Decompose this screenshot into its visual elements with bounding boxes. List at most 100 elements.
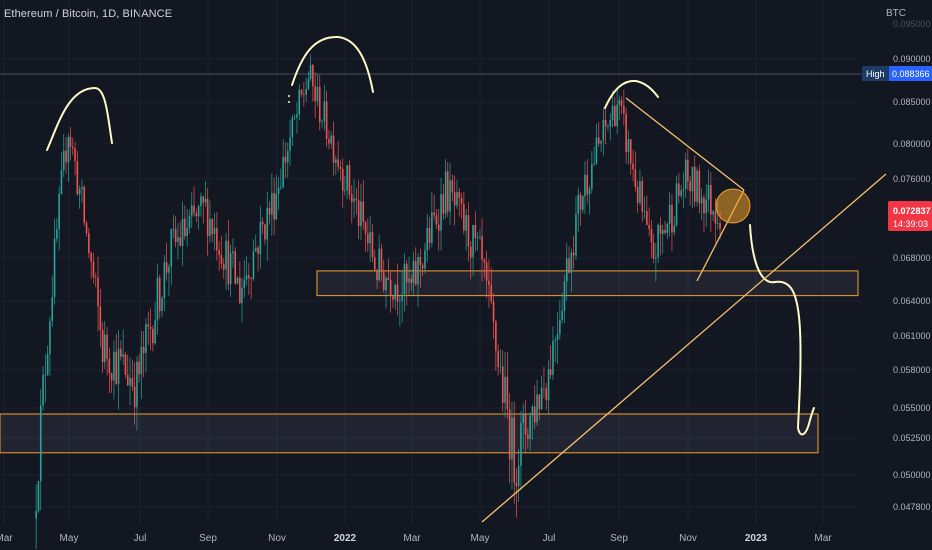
candle-body (126, 374, 129, 386)
candle-body (195, 213, 198, 217)
candle-body (684, 159, 687, 189)
candle-body (543, 388, 545, 389)
candle-body (44, 374, 47, 376)
candle-body (668, 204, 671, 224)
candle-body (142, 346, 145, 354)
candle-body (444, 171, 447, 214)
candle-body (42, 374, 44, 406)
drawings (46, 35, 887, 523)
candle-body (129, 377, 131, 386)
ascending-support-trendline (481, 173, 887, 523)
candle-body (691, 166, 694, 192)
candle-body (495, 321, 497, 351)
candle-body (318, 86, 321, 123)
candle-body (344, 190, 346, 192)
candle-body (122, 354, 124, 357)
candle-body (147, 324, 150, 327)
candle-body (181, 218, 184, 246)
price-axis: 0.095000 0.090000 0.085000 0.080000 0.076000… (893, 19, 931, 512)
candle-body (62, 150, 65, 171)
candle-body (389, 279, 392, 297)
candle-body (433, 212, 435, 216)
candle-body (529, 415, 531, 439)
candle-body (257, 247, 259, 254)
candle-body (293, 117, 296, 119)
candle-body (106, 334, 108, 359)
candle-body (426, 227, 429, 251)
candle-body (280, 187, 282, 188)
candle-body (268, 207, 271, 215)
price-tick-label: 0.055000 (893, 403, 931, 413)
high-tag-value: 0.088366 (892, 69, 930, 79)
candle-body (609, 120, 612, 127)
candle-body (655, 257, 657, 259)
candle-body (108, 358, 111, 373)
candle-body (286, 150, 289, 163)
candle-body (639, 181, 641, 203)
candle-body (458, 191, 461, 198)
candle-body (641, 181, 644, 212)
candle-body (664, 229, 666, 234)
time-tick-label: Nov (268, 533, 286, 544)
price-tick-faded: 0.095000 (893, 19, 931, 29)
candle-body (206, 198, 209, 236)
candle-body (172, 228, 175, 230)
candle-body (451, 180, 454, 193)
candle-body (307, 78, 310, 90)
candle-body (140, 346, 143, 375)
candle-body (449, 180, 451, 212)
candle-body (136, 361, 138, 408)
candle-body (394, 284, 397, 300)
candle-body (316, 86, 319, 102)
candle-body (591, 164, 593, 189)
candle-body (291, 117, 294, 138)
candle-body (78, 189, 81, 195)
candle-body (51, 297, 54, 322)
candle-body (693, 166, 696, 202)
candle-body (58, 193, 60, 230)
candle-body (110, 372, 113, 381)
candle-body (101, 329, 104, 363)
candle-body (275, 193, 278, 220)
candle-body (392, 296, 394, 300)
candle-body (682, 188, 685, 191)
candle-body (56, 229, 58, 239)
candle-body (332, 135, 335, 163)
high-tag: High 0.088366 (862, 66, 932, 81)
candle-body (582, 196, 584, 210)
last-price-tag: 0.072837 14:39:03 (888, 201, 932, 231)
candle-body (325, 101, 328, 139)
candle-body (163, 262, 166, 299)
candle-body (385, 278, 387, 291)
highlight-circle (715, 188, 751, 224)
price-tick-label: 0.047800 (893, 502, 931, 512)
candle-body (602, 119, 605, 141)
candle-body (241, 288, 243, 304)
candle-body (634, 169, 637, 188)
top-arc-1 (46, 86, 113, 151)
candle-body (156, 277, 159, 321)
candle-body (115, 351, 118, 384)
candle-body (533, 406, 536, 423)
candle-body (712, 211, 714, 215)
candle-body (264, 224, 266, 240)
candle-body (424, 250, 426, 269)
candle-body (536, 394, 538, 423)
time-tick-label: Jul (543, 533, 556, 544)
candle-body (113, 351, 115, 381)
candle-body (67, 136, 70, 163)
candle-body (524, 413, 527, 435)
candle-body (405, 263, 408, 283)
candle-body (485, 262, 488, 281)
candle-body (39, 405, 42, 482)
time-tick-label: Jul (134, 533, 147, 544)
candle-body (252, 251, 255, 280)
candle-body (680, 190, 682, 196)
candle-body (204, 198, 207, 203)
price-tick-label: 0.061000 (893, 331, 931, 341)
candle-body (227, 240, 230, 285)
time-tick-label: Sep (610, 533, 628, 544)
candle-body (145, 324, 147, 354)
candle-body (627, 139, 630, 153)
